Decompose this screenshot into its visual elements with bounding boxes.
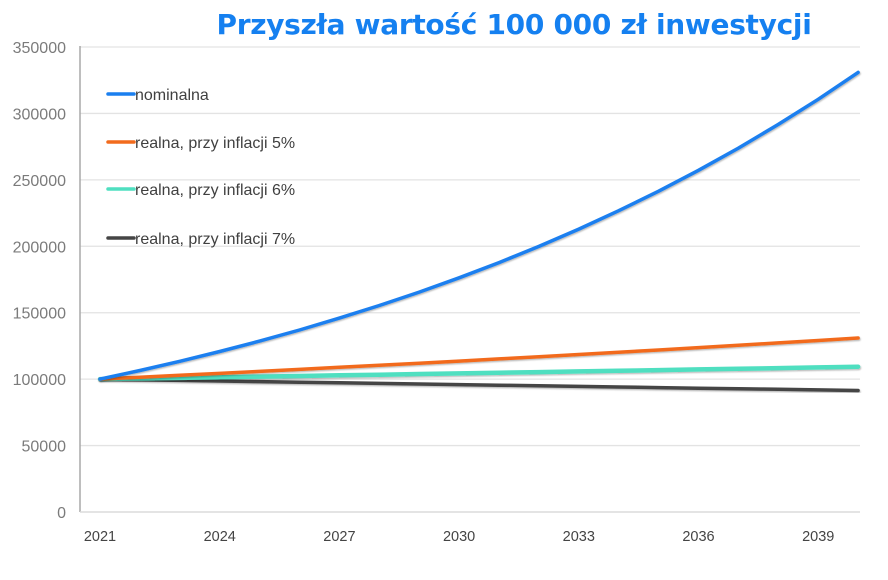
y-tick-label: 250000 <box>13 173 66 190</box>
axes <box>79 46 860 513</box>
x-axis-ticks: 2021 2024 2027 2030 2033 2036 2039 <box>84 529 834 545</box>
x-tick-label: 2030 <box>443 529 475 545</box>
y-tick-label: 150000 <box>13 306 66 323</box>
y-tick-label: 0 <box>57 505 66 522</box>
x-tick-label: 2036 <box>682 529 714 545</box>
chart-title: Przyszła wartość 100 000 zł inwestycji <box>216 8 812 41</box>
x-tick-label: 2027 <box>323 529 355 545</box>
legend-label: realna, przy inflacji 5% <box>135 135 295 152</box>
x-tick-label: 2033 <box>563 529 595 545</box>
series-line-1 <box>98 336 860 381</box>
legend-item: nominalna <box>106 87 209 104</box>
legend-label: realna, przy inflacji 6% <box>135 182 295 199</box>
legend-item: realna, przy inflacji 5% <box>106 135 295 152</box>
legend-item: realna, przy inflacji 7% <box>106 231 295 248</box>
series-line-3 <box>98 377 860 393</box>
x-tick-label: 2039 <box>802 529 834 545</box>
y-axis-ticks: 0 50000 100000 150000 200000 250000 300000 3500… <box>13 40 66 522</box>
y-tick-label: 300000 <box>13 106 66 123</box>
legend-label: realna, przy inflacji 7% <box>135 231 295 248</box>
x-tick-label: 2024 <box>204 529 236 545</box>
series-lines <box>97 70 861 393</box>
x-tick-label: 2021 <box>84 529 116 545</box>
legend-item: realna, przy inflacji 6% <box>106 182 295 199</box>
y-tick-label: 350000 <box>13 40 66 57</box>
legend-label: nominalna <box>135 87 209 104</box>
y-tick-label: 200000 <box>13 239 66 256</box>
y-tick-label: 100000 <box>13 372 66 389</box>
legend: nominalna realna, przy inflacji 5% realna,… <box>106 87 295 248</box>
y-tick-label: 50000 <box>22 439 67 456</box>
series-line-0 <box>98 70 860 381</box>
series-line-2 <box>97 364 861 382</box>
